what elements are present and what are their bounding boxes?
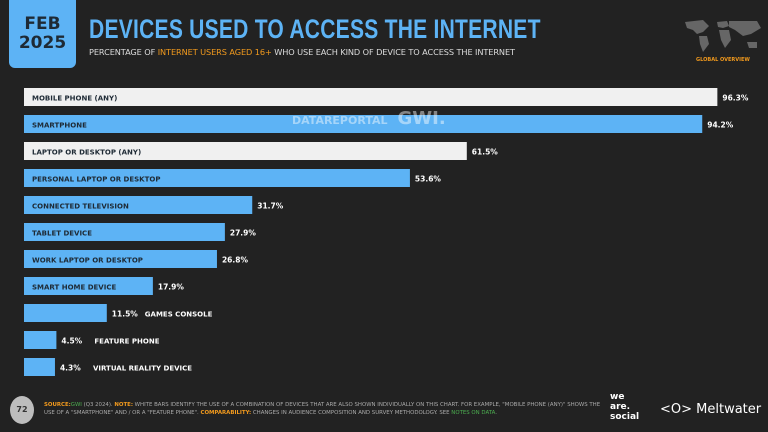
value-label: 4.3% (60, 364, 81, 373)
note-text: WHITE BARS IDENTIFY THE USE OF A COMBINA… (44, 402, 601, 416)
category-label: SMARTPHONE (32, 122, 87, 130)
month: FEB (24, 14, 61, 34)
category-label: GAMES CONSOLE (145, 311, 213, 319)
subtitle-highlight: INTERNET USERS AGED 16+ (157, 47, 272, 57)
source-label: SOURCE: (44, 402, 71, 408)
value-label: 94.2% (707, 121, 734, 130)
source-text: (Q3 2024). (81, 402, 115, 408)
value-label: 26.8% (222, 256, 249, 265)
value-label: 31.7% (257, 202, 284, 211)
category-label: VIRTUAL REALITY DEVICE (93, 365, 192, 373)
region-label: GLOBAL OVERVIEW (696, 57, 750, 63)
page-number: 72 (10, 396, 34, 424)
notes-on-data-link[interactable]: NOTES ON DATA (451, 410, 496, 416)
end-punct: . (495, 410, 497, 416)
watermark-datareportal: DATAREPORTAL (292, 114, 388, 127)
value-label: 96.3% (722, 94, 749, 103)
subtitle: PERCENTAGE OF INTERNET USERS AGED 16+ WH… (89, 47, 515, 57)
value-label: 4.5% (61, 337, 82, 346)
value-label: 27.9% (230, 229, 257, 238)
date-badge: FEB 2025 (9, 0, 76, 68)
page-title: DEVICES USED TO ACCESS THE INTERNET (89, 14, 541, 44)
bar (24, 304, 107, 322)
bar (24, 331, 57, 349)
year: 2025 (18, 33, 67, 53)
meltwater-logo: <O> Meltwater (660, 402, 762, 417)
bar (24, 142, 467, 160)
subtitle-pre: PERCENTAGE OF (89, 47, 158, 57)
category-label: CONNECTED TELEVISION (32, 203, 129, 211)
comparability-label: COMPARABILITY: (200, 410, 252, 416)
value-label: 61.5% (472, 148, 499, 157)
subtitle-post: WHO USE EACH KIND OF DEVICE TO ACCESS TH… (271, 47, 515, 57)
bar (24, 169, 410, 187)
source-note: SOURCE:GWI (Q3 2024). NOTE: WHITE BARS I… (44, 401, 604, 417)
bar (24, 358, 55, 376)
bar (24, 277, 153, 295)
we-are-social-logo: we are. social (610, 392, 640, 422)
category-label: WORK LAPTOP OR DESKTOP (32, 257, 143, 265)
bar (24, 250, 217, 268)
category-label: MOBILE PHONE (ANY) (32, 95, 117, 103)
bar (24, 196, 253, 214)
comparability-text: CHANGES IN AUDIENCE COMPOSITION AND SURV… (251, 410, 452, 416)
value-label: 17.9% (158, 283, 185, 292)
bar (24, 223, 225, 241)
world-map-icon (685, 20, 761, 52)
watermark-gwi: GWI. (397, 108, 446, 129)
source-brand: GWI (70, 402, 82, 408)
bar (24, 88, 718, 106)
category-label: SMART HOME DEVICE (32, 284, 116, 292)
note-label: NOTE: (114, 402, 133, 408)
category-label: TABLET DEVICE (32, 230, 92, 238)
category-label: FEATURE PHONE (94, 338, 159, 346)
watermark: DATAREPORTAL GWI. (292, 108, 446, 129)
category-label: LAPTOP OR DESKTOP (ANY) (32, 149, 141, 157)
value-label: 11.5% (112, 310, 139, 319)
category-label: PERSONAL LAPTOP OR DESKTOP (32, 176, 160, 184)
value-label: 53.6% (415, 175, 442, 184)
bar (24, 115, 703, 133)
